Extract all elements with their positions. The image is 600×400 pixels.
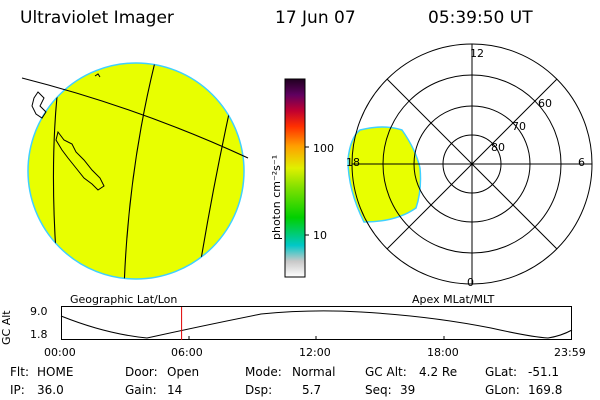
orbit-altitude-plot: [60, 306, 573, 340]
orbit-plot-frame: [61, 306, 572, 340]
colorbar-tick-10: 10: [313, 229, 327, 242]
geographic-map: [21, 62, 249, 280]
polar-plot-caption: Apex MLat/MLT: [412, 293, 495, 306]
colorbar-tick-100: 100: [313, 142, 334, 155]
app-title: Ultraviolet Imager: [20, 8, 174, 28]
orbit-ylabel: GC Alt: [0, 310, 13, 345]
mlt-label-18: 18: [346, 156, 360, 169]
door-label: Door:: [125, 365, 158, 379]
time-readout: 05:39:50 UT: [428, 8, 533, 28]
mlt-spoke: [386, 78, 558, 250]
ip-value: 36.0: [37, 383, 64, 397]
colorbar-gradient: [284, 78, 306, 278]
gain-label: Gain:: [125, 383, 157, 397]
date-readout: 17 Jun 07: [275, 8, 356, 28]
orbit-time-tick-0600: 06:00: [171, 346, 203, 359]
glat-label: GLat:: [485, 365, 518, 379]
mlt-label-0: 0: [467, 276, 474, 289]
glon-label: GLon:: [485, 383, 520, 397]
polar-plot: [347, 43, 593, 285]
coastline-fragment: [94, 73, 101, 78]
mlat-label-70: 70: [512, 120, 526, 133]
gain-value: 14: [167, 383, 183, 397]
seq-value: 39: [400, 383, 416, 397]
new-zealand-coastline: [55, 130, 105, 191]
door-value: Open: [167, 365, 200, 379]
latitude-line: [21, 77, 249, 159]
uv-image-disk: [27, 62, 245, 280]
orbit-time-tick-2359: 23:59: [554, 346, 586, 359]
auroral-emission-region: [347, 126, 422, 223]
orbit-ytick-bottom: 1.8: [30, 328, 48, 341]
seq-label: Seq:: [365, 383, 392, 397]
glon-value: 169.8: [528, 383, 563, 397]
mode-label: Mode:: [245, 365, 282, 379]
gc-alt-value: 4.2 Re: [419, 365, 458, 379]
new-zealand-coastline: [31, 91, 47, 119]
gc-alt-label: GC Alt:: [365, 365, 407, 379]
orbit-time-tick-1200: 12:00: [299, 346, 331, 359]
colorbar-label: photon cm⁻²s⁻¹: [270, 154, 283, 240]
geo-map-caption: Geographic Lat/Lon: [70, 293, 178, 306]
orbit-altitude-curve: [60, 310, 573, 339]
mlat-label-80: 80: [491, 141, 505, 154]
dsp-value: 5.7: [302, 383, 322, 397]
longitude-line: [123, 63, 157, 279]
orbit-ytick-top: 9.0: [30, 305, 48, 318]
flight-label: Flt:: [10, 365, 29, 379]
mlat-label-60: 60: [538, 97, 552, 110]
flight-value: HOME: [37, 365, 74, 379]
mlt-label-12: 12: [470, 47, 484, 60]
mlt-label-6: 6: [578, 156, 585, 169]
colorbar: [284, 78, 309, 278]
glat-value: -51.1: [528, 365, 560, 379]
dsp-label: Dsp:: [245, 383, 273, 397]
ip-label: IP:: [10, 383, 25, 397]
orbit-time-tick-0000: 00:00: [44, 346, 76, 359]
mode-value: Normal: [292, 365, 336, 379]
orbit-time-tick-1800: 18:00: [427, 346, 459, 359]
